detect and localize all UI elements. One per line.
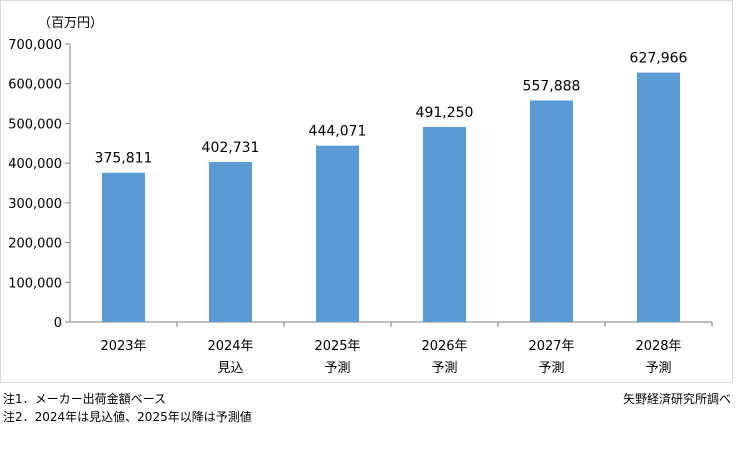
x-category-sublabel: 見込 [217,361,243,376]
bar-value-label: 491,250 [416,105,474,121]
y-tick-label: 300,000 [8,197,62,212]
bar-value-label: 444,071 [309,124,367,140]
bar [530,100,573,322]
y-axis-ticks: 0 100,000 200,000 300,000 400,000 500,000 600,… [8,38,70,331]
x-category-label: 2025年 [314,339,360,354]
y-tick-label: 500,000 [8,117,62,132]
x-category-label: 2027年 [528,339,574,354]
bar-value-label: 627,966 [630,51,688,67]
x-category-sublabel: 予測 [645,361,671,376]
x-category-sublabel: 予測 [431,361,457,376]
bar [209,162,252,322]
bar-value-label: 375,811 [95,151,153,167]
y-tick-label: 700,000 [8,38,62,53]
bar [316,145,359,322]
bar-value-label: 557,888 [523,78,581,94]
x-category-label: 2028年 [635,339,681,354]
y-axis-unit-label: （百万円） [38,16,103,31]
bar-chart: （百万円） 0 100,000 200,000 300,000 400,000 500,0… [8,16,713,376]
y-tick-label: 400,000 [8,157,62,172]
x-category-label: 2026年 [421,339,467,354]
note-2: 注2．2024年は見込値、2025年以降は予測値 [3,410,252,424]
x-category-label: 2024年 [207,339,253,354]
y-tick-label: 100,000 [8,276,62,291]
bar [102,172,145,322]
bar [423,126,466,323]
bars-group: 375,811 402,731 444,071 491,250 557,888 627,9… [95,51,688,323]
y-tick-label: 200,000 [8,237,62,252]
bar [637,72,680,322]
x-category-sublabel: 予測 [538,361,564,376]
x-category-sublabel: 予測 [324,361,350,376]
y-tick-label: 0 [54,316,62,331]
bar-value-label: 402,731 [202,140,260,156]
note-1: 注1．メーカー出荷金額ベース [3,392,167,406]
x-category-label: 2023年 [100,339,146,354]
source-note: 矢野経済研究所調べ [622,392,731,406]
y-tick-label: 600,000 [8,78,62,93]
